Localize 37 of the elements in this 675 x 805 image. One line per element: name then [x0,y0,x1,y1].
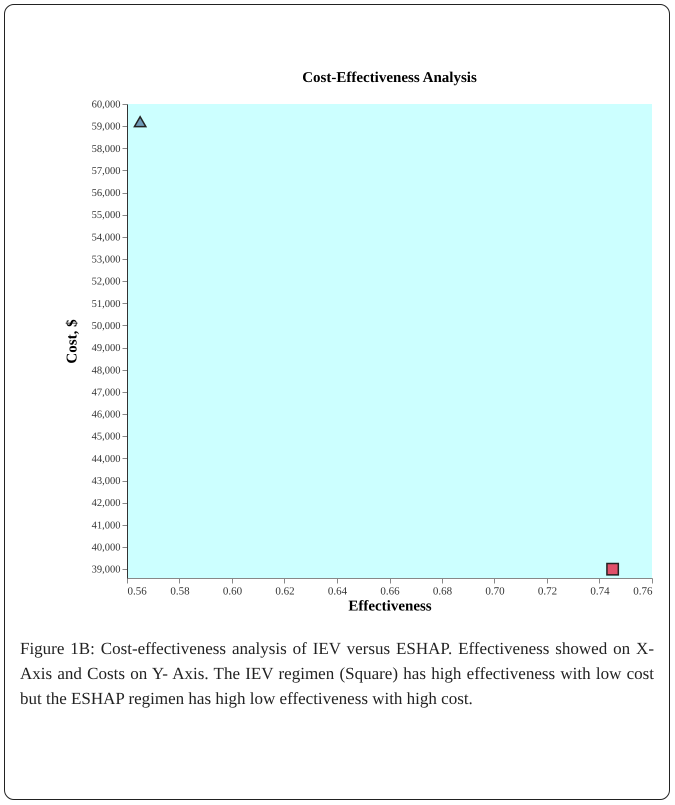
y-tick-label: 42,000 [92,498,120,510]
x-tick-label: 0.70 [485,586,506,598]
y-tick-label: 45,000 [92,432,120,443]
x-tick-label: 0.60 [222,586,243,598]
y-tick-label: 43,000 [92,476,120,488]
y-tick-label: 57,000 [92,166,120,177]
y-tick-label: 46,000 [92,410,120,421]
x-tick-label: 0.62 [275,586,295,598]
y-tick-label: 56,000 [92,188,120,200]
y-tick-label: 51,000 [92,298,120,310]
x-tick-label: 0.58 [170,586,190,598]
caption: Figure 1B: Cost-effectiveness analysis of IEV versus ESHAP. Effectiveness showed on X-Axis and Costs on Y- Axis. The IEV regimen (Square) has high effectiveness with low cost but the ESHAP regimen has high low effectiveness with high cost. [20,638,654,710]
y-tick-label: 50,000 [92,320,120,332]
y-tick-label: 44,000 [92,454,120,465]
y-axis-title: Cost, $ [64,318,81,364]
y-tick-label: 41,000 [92,520,120,532]
x-axis-title: Effectiveness [348,598,432,614]
y-tick-label: 49,000 [92,343,120,354]
y-tick-label: 55,000 [92,210,120,222]
y-tick-label: 53,000 [92,254,120,266]
x-tick-label: 0.74 [590,586,610,598]
x-tick-label: 0.68 [432,586,453,598]
y-tick-label: 52,000 [92,276,120,288]
y-tick-label: 59,000 [92,122,120,133]
x-tick-label: 0.64 [328,586,348,598]
x-tick-label: 0.56 [128,586,148,598]
y-tick-label: 54,000 [92,232,120,244]
y-tick-label: 39,000 [92,564,120,576]
y-tick-label: 48,000 [92,365,120,376]
x-tick-label: 0.72 [538,586,558,598]
x-tick-label: 0.76 [633,586,653,598]
y-tick-label: 47,000 [92,387,120,398]
y-tick-label: 58,000 [92,144,120,155]
y-tick-label: 60,000 [92,100,120,110]
y-tick-label: 40,000 [92,542,120,554]
x-tick-label: 0.66 [380,586,400,598]
chart-title: Cost-Effectiveness Analysis [302,70,477,86]
